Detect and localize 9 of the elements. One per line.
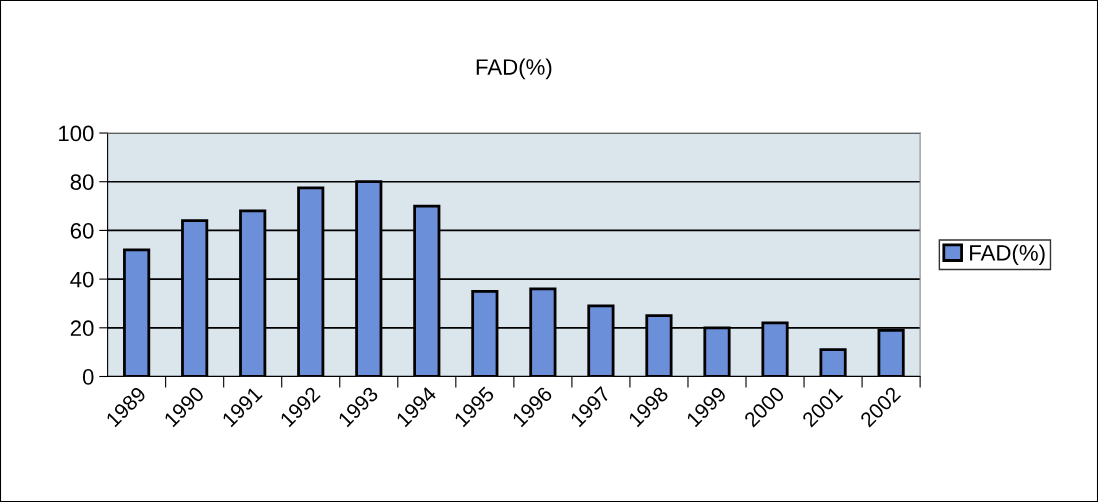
chart-title: FAD(%) [476,58,552,80]
y-tick-label: 80 [70,174,94,190]
y-tick-label: 100 [59,125,94,142]
y-tick-label: 60 [70,222,94,239]
bar [819,348,847,377]
y-tick-label: 0 [82,369,94,385]
legend-label: FAD(%) [970,244,1045,266]
y-tick-label: 20 [70,320,94,337]
y-tick-label: 40 [70,271,94,288]
